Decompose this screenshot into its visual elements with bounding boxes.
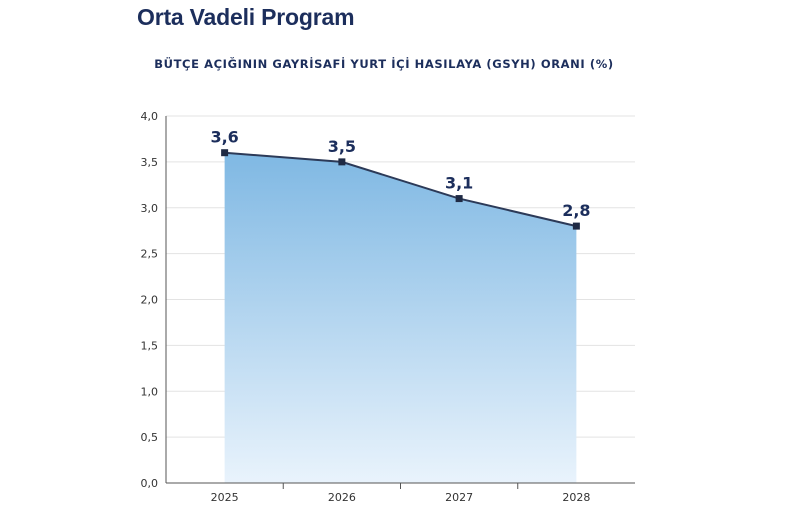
data-label: 3,5 (328, 137, 356, 156)
series-line (224, 151, 577, 228)
x-tick-label: 2026 (328, 491, 356, 504)
y-tick-label: 2,0 (141, 294, 159, 307)
y-tick-label: 0,5 (141, 431, 159, 444)
data-point-marker (221, 149, 229, 157)
data-label: 3,1 (445, 174, 473, 193)
x-tick-label: 2027 (445, 491, 473, 504)
area-fill (224, 152, 577, 483)
y-tick-label: 2,5 (141, 248, 159, 261)
area-layer (224, 152, 577, 483)
series-line-layer (224, 151, 577, 228)
y-tick-label: 4,0 (141, 110, 159, 123)
y-tick-label: 1,0 (141, 385, 159, 398)
x-tick-label: 2025 (211, 491, 239, 504)
markers (221, 149, 580, 230)
y-tick-label: 3,0 (141, 202, 159, 215)
data-point-marker (455, 195, 463, 203)
y-tick-label: 3,5 (141, 156, 159, 169)
data-labels: 3,6 3,5 3,1 2,8 (210, 128, 590, 220)
y-tick-label: 0,0 (141, 477, 159, 490)
data-point-marker (338, 158, 346, 166)
data-point-marker (572, 222, 580, 230)
data-label: 3,6 (210, 128, 238, 147)
chart-title: BÜTÇE AÇIĞININ GAYRİSAFİ YURT İÇİ HASILA… (154, 56, 613, 71)
page-title: Orta Vadeli Program (137, 4, 355, 30)
x-tick-label: 2028 (562, 491, 590, 504)
data-label: 2,8 (562, 201, 590, 220)
axes: 0,0 0,5 1,0 1,5 2,0 2,5 3,0 3,5 4,0 2025 2026 2027 2… (141, 110, 635, 504)
y-tick-label: 1,5 (141, 339, 159, 352)
